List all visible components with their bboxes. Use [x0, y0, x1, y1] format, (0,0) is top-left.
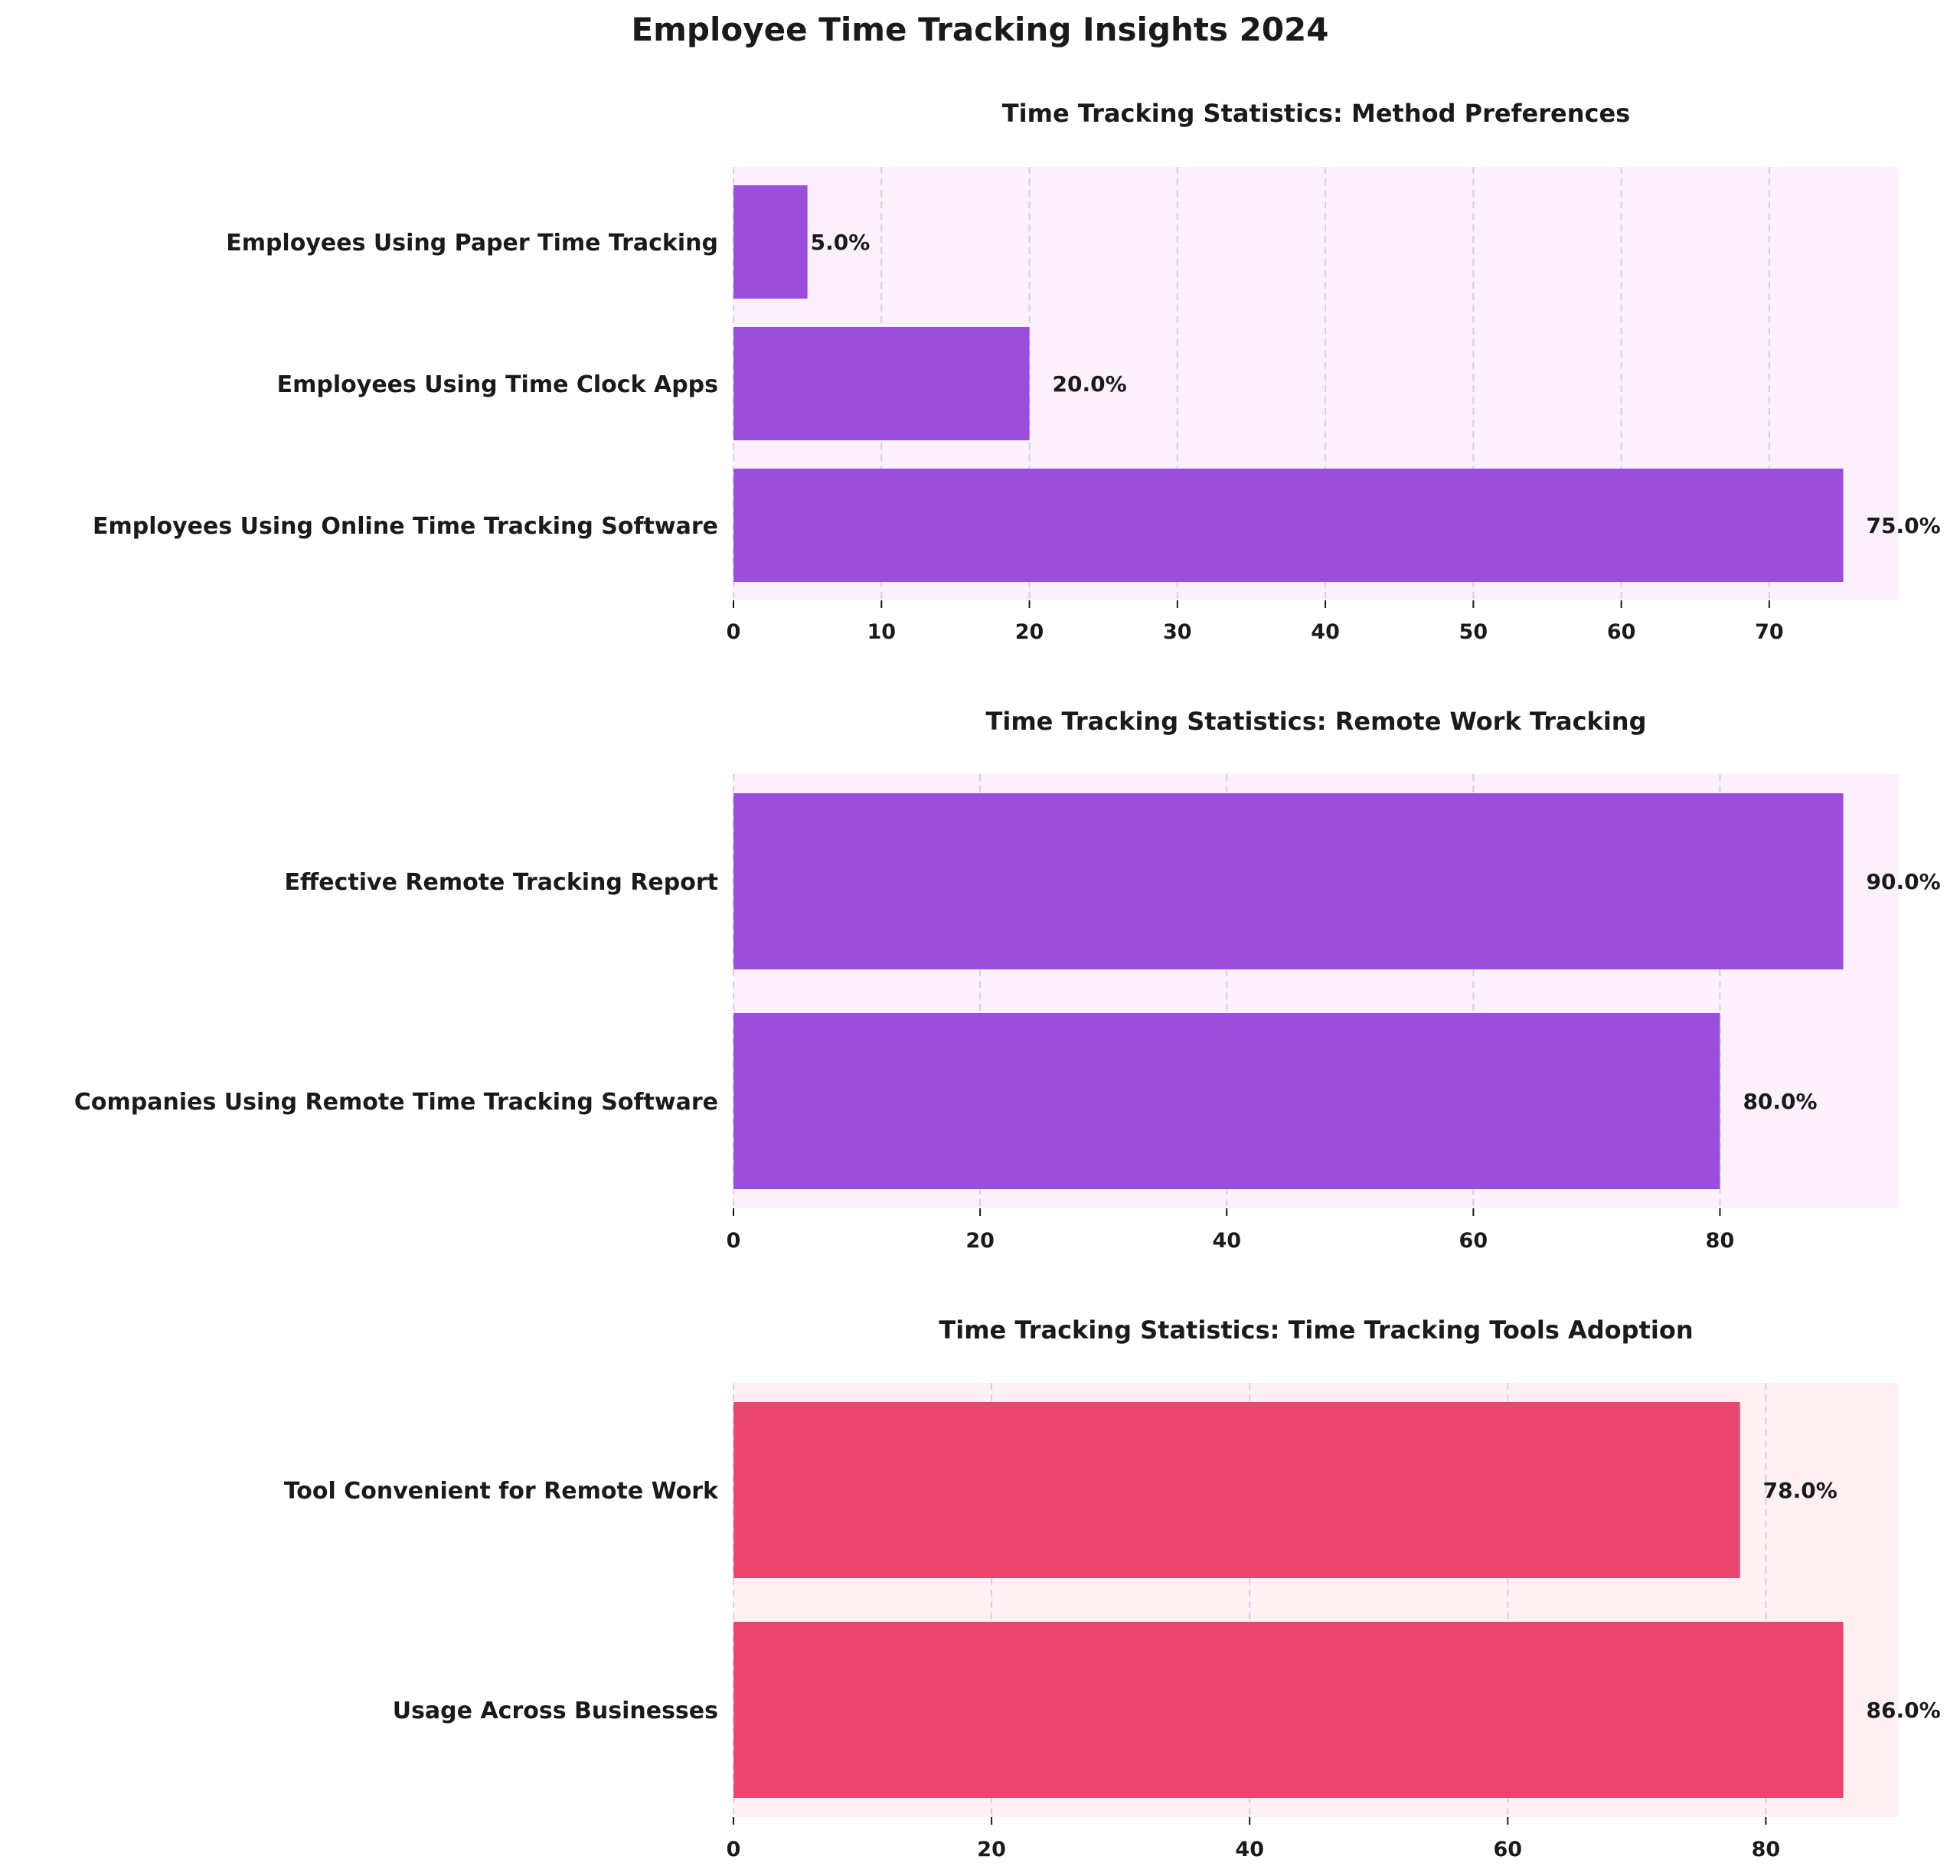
chart-panel-3: Time Tracking Statistics: Time Tracking …	[284, 1315, 1941, 1861]
category-label: Employees Using Time Clock Apps	[277, 371, 718, 398]
bar-employees-using-online-time-tracking-software	[733, 469, 1844, 582]
x-tick-label: 20	[977, 1838, 1006, 1861]
x-tick-label: 80	[1706, 1229, 1735, 1253]
bar-employees-using-time-clock-apps	[733, 327, 1030, 440]
panel-title: Time Tracking Statistics: Method Prefere…	[1002, 99, 1630, 128]
panel-title: Time Tracking Statistics: Remote Work Tr…	[986, 707, 1647, 736]
category-label: Tool Convenient for Remote Work	[284, 1478, 719, 1505]
x-tick-label: 40	[1212, 1229, 1241, 1253]
value-label: 5.0%	[811, 230, 871, 255]
category-label: Effective Remote Tracking Report	[284, 869, 718, 896]
value-label: 90.0%	[1867, 869, 1941, 894]
value-label: 78.0%	[1763, 1478, 1838, 1503]
x-tick-label: 40	[1235, 1838, 1264, 1861]
bar-companies-using-remote-time-tracking-software	[733, 1013, 1720, 1189]
x-tick-label: 30	[1163, 620, 1192, 644]
x-tick-label: 0	[727, 1838, 741, 1861]
figure-title: Employee Time Tracking Insights 2024	[631, 11, 1328, 48]
value-label: 75.0%	[1867, 513, 1941, 538]
x-tick-label: 60	[1494, 1838, 1523, 1861]
x-tick-label: 20	[965, 1229, 995, 1253]
category-label: Employees Using Paper Time Tracking	[226, 230, 718, 257]
x-tick-label: 0	[727, 1229, 741, 1253]
x-tick-label: 10	[867, 620, 896, 644]
x-tick-label: 60	[1459, 1229, 1488, 1253]
panel-title: Time Tracking Statistics: Time Tracking …	[939, 1315, 1693, 1345]
chart-panel-2: Time Tracking Statistics: Remote Work Tr…	[74, 707, 1941, 1253]
chart-panel-1: Time Tracking Statistics: Method Prefere…	[93, 99, 1941, 644]
x-tick-label: 80	[1752, 1838, 1781, 1861]
value-label: 86.0%	[1867, 1698, 1941, 1723]
value-label: 80.0%	[1743, 1089, 1817, 1114]
bar-effective-remote-tracking-report	[733, 793, 1844, 969]
bar-usage-across-businesses	[733, 1622, 1844, 1798]
category-label: Employees Using Online Time Tracking Sof…	[93, 513, 718, 540]
category-label: Companies Using Remote Time Tracking Sof…	[74, 1089, 718, 1116]
x-tick-label: 20	[1015, 620, 1044, 644]
x-tick-label: 40	[1311, 620, 1340, 644]
value-label: 20.0%	[1053, 371, 1127, 397]
bar-employees-using-paper-time-tracking	[733, 185, 808, 299]
category-label: Usage Across Businesses	[393, 1698, 718, 1724]
bar-tool-convenient-for-remote-work	[733, 1402, 1740, 1578]
x-tick-label: 50	[1459, 620, 1488, 644]
x-tick-label: 60	[1607, 620, 1636, 644]
x-tick-label: 0	[727, 620, 741, 644]
x-tick-label: 70	[1755, 620, 1784, 644]
